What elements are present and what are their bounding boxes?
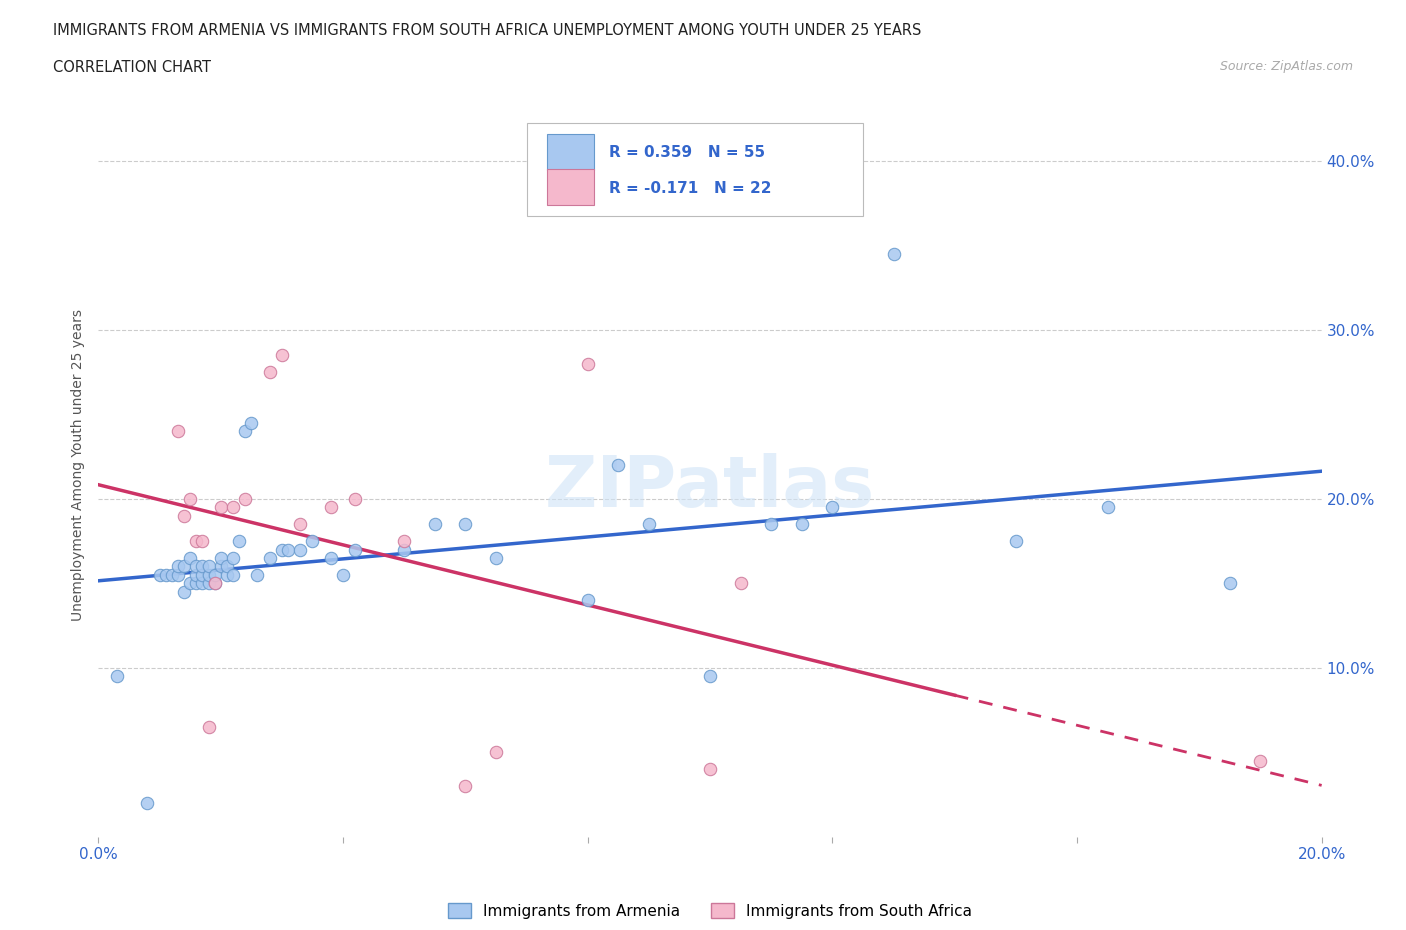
Point — [1249, 753, 1271, 768]
Point — [821, 499, 844, 514]
Point — [790, 517, 813, 532]
Point — [699, 669, 721, 684]
Point — [197, 559, 219, 574]
Point — [149, 567, 172, 582]
Point — [204, 576, 226, 591]
Point — [215, 567, 238, 582]
Point — [191, 576, 214, 591]
FancyBboxPatch shape — [547, 169, 593, 205]
Point — [277, 542, 299, 557]
Point — [344, 491, 367, 506]
Point — [344, 542, 367, 557]
Point — [290, 542, 312, 557]
Text: CORRELATION CHART: CORRELATION CHART — [53, 60, 211, 75]
Point — [179, 551, 201, 565]
Point — [173, 559, 195, 574]
Point — [209, 499, 232, 514]
Point — [1004, 534, 1026, 549]
Point — [319, 551, 342, 565]
Point — [173, 509, 195, 524]
Point — [191, 559, 214, 574]
Point — [699, 762, 721, 777]
FancyBboxPatch shape — [547, 134, 593, 169]
Point — [332, 567, 354, 582]
Text: R = -0.171   N = 22: R = -0.171 N = 22 — [609, 180, 770, 195]
Point — [1097, 499, 1119, 514]
Point — [191, 567, 214, 582]
Point — [454, 778, 477, 793]
Point — [136, 796, 159, 811]
Point — [105, 669, 128, 684]
Point — [270, 542, 292, 557]
FancyBboxPatch shape — [526, 123, 863, 216]
Point — [301, 534, 323, 549]
Point — [240, 416, 263, 431]
Point — [576, 592, 599, 607]
Point — [233, 424, 256, 439]
Point — [222, 567, 245, 582]
Point — [215, 559, 238, 574]
Point — [759, 517, 782, 532]
Point — [186, 576, 208, 591]
Point — [392, 542, 416, 557]
Point — [191, 534, 214, 549]
Point — [186, 567, 208, 582]
Point — [197, 567, 219, 582]
Text: Source: ZipAtlas.com: Source: ZipAtlas.com — [1219, 60, 1353, 73]
Point — [186, 559, 208, 574]
Point — [637, 517, 661, 532]
Point — [167, 559, 190, 574]
Point — [179, 576, 201, 591]
Legend: Immigrants from Armenia, Immigrants from South Africa: Immigrants from Armenia, Immigrants from… — [441, 897, 979, 925]
Y-axis label: Unemployment Among Youth under 25 years: Unemployment Among Youth under 25 years — [72, 309, 86, 621]
Point — [197, 576, 219, 591]
Point — [730, 576, 752, 591]
Point — [197, 720, 219, 735]
Point — [186, 534, 208, 549]
Point — [167, 567, 190, 582]
Point — [209, 551, 232, 565]
Point — [155, 567, 177, 582]
Point — [454, 517, 477, 532]
Point — [1219, 576, 1241, 591]
Point — [259, 551, 281, 565]
Text: R = 0.359   N = 55: R = 0.359 N = 55 — [609, 145, 765, 160]
Point — [204, 576, 226, 591]
Point — [423, 517, 446, 532]
Point — [222, 551, 245, 565]
Point — [222, 499, 245, 514]
Text: ZIPatlas: ZIPatlas — [546, 453, 875, 522]
Point — [209, 559, 232, 574]
Point — [228, 534, 250, 549]
Point — [290, 517, 312, 532]
Point — [485, 551, 508, 565]
Text: IMMIGRANTS FROM ARMENIA VS IMMIGRANTS FROM SOUTH AFRICA UNEMPLOYMENT AMONG YOUTH: IMMIGRANTS FROM ARMENIA VS IMMIGRANTS FR… — [53, 23, 922, 38]
Point — [576, 356, 599, 371]
Point — [392, 534, 416, 549]
Point — [173, 584, 195, 599]
Point — [485, 745, 508, 760]
Point — [883, 246, 905, 261]
Point — [160, 567, 183, 582]
Point — [607, 458, 630, 472]
Point — [204, 567, 226, 582]
Point — [233, 491, 256, 506]
Point — [167, 424, 190, 439]
Point — [259, 365, 281, 379]
Point — [246, 567, 269, 582]
Point — [179, 491, 201, 506]
Point — [319, 499, 342, 514]
Point — [270, 348, 292, 363]
